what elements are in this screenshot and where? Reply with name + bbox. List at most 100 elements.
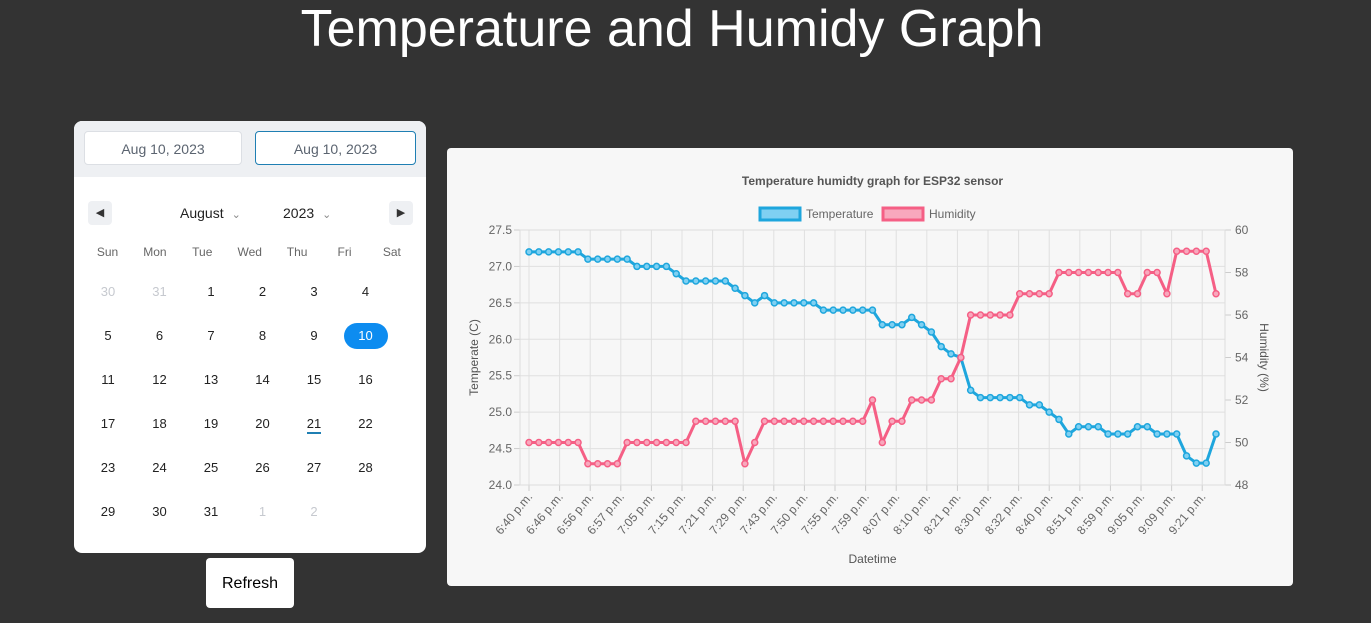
plot-area <box>519 229 1226 486</box>
calendar-day[interactable]: 1 <box>189 279 233 305</box>
y-tick-label-right: 58 <box>1235 266 1249 280</box>
end-date-input[interactable]: Aug 10, 2023 <box>255 131 416 165</box>
data-point-temperature <box>1182 452 1191 460</box>
data-point-humidity <box>721 417 730 425</box>
data-point-humidity <box>770 417 779 425</box>
calendar-day[interactable]: 13 <box>189 367 233 393</box>
y-tick-label-right: 50 <box>1235 436 1249 450</box>
data-point-humidity <box>1202 247 1210 255</box>
data-point-humidity <box>1163 290 1171 298</box>
calendar-day-label: 4 <box>361 284 370 299</box>
data-point-humidity <box>1045 290 1053 298</box>
y-tick-label-left: 24.5 <box>489 442 513 456</box>
calendar-day[interactable]: 31 <box>189 499 233 525</box>
calendar-day-selected[interactable]: 10 <box>343 323 388 349</box>
refresh-button[interactable]: Refresh <box>206 558 294 608</box>
calendar-day[interactable]: 2 <box>292 499 336 525</box>
data-point-temperature <box>1055 415 1063 424</box>
data-point-temperature <box>819 306 828 314</box>
calendar-day[interactable]: 1 <box>241 499 285 525</box>
chart-title: Temperature humidty graph for ESP32 sens… <box>742 174 1004 188</box>
data-point-humidity <box>849 417 857 425</box>
data-point-humidity <box>1153 268 1161 277</box>
calendar-day[interactable]: 22 <box>344 411 388 437</box>
data-point-temperature <box>917 320 926 329</box>
data-point-humidity <box>898 417 906 425</box>
calendar-day[interactable]: 23 <box>86 455 130 481</box>
calendar-day[interactable]: 9 <box>292 323 336 349</box>
y-tick-label-left: 26.0 <box>489 332 513 346</box>
calendar-day[interactable]: 14 <box>241 367 285 393</box>
calendar-day[interactable]: 18 <box>138 411 182 437</box>
calendar-day[interactable]: 29 <box>86 499 130 525</box>
data-point-humidity <box>1123 290 1132 298</box>
data-point-humidity <box>613 460 622 468</box>
chart-card: Temperature humidty graph for ESP32 sens… <box>447 148 1293 586</box>
calendar-day[interactable]: 12 <box>138 367 182 393</box>
data-point-temperature <box>947 350 955 358</box>
next-month-button[interactable]: ▶ <box>389 201 413 225</box>
data-point-humidity <box>525 438 533 447</box>
calendar-day[interactable]: 25 <box>189 455 233 481</box>
data-point-humidity <box>584 460 592 468</box>
data-point-temperature <box>1025 401 1034 409</box>
calendar-day-label: 9 <box>310 328 318 343</box>
data-point-humidity <box>662 438 671 447</box>
calendar-day[interactable]: 30 <box>86 279 130 305</box>
calendar-day[interactable]: 3 <box>292 279 336 305</box>
data-point-humidity <box>564 438 573 447</box>
previous-month-button[interactable]: ◀ <box>88 201 112 225</box>
calendar-day[interactable]: 19 <box>189 411 233 437</box>
calendar-day-label: 22 <box>358 416 373 431</box>
calendar-day[interactable]: 17 <box>86 411 130 437</box>
calendar-day[interactable]: 2 <box>241 279 285 305</box>
data-point-humidity <box>554 438 563 447</box>
data-point-temperature <box>643 262 651 271</box>
data-point-temperature <box>662 262 671 271</box>
calendar-day[interactable]: 11 <box>86 367 130 393</box>
data-point-temperature <box>829 306 837 314</box>
calendar-day-label: 11 <box>101 372 115 387</box>
calendar-day[interactable]: 8 <box>241 323 285 349</box>
calendar-day[interactable]: 21 <box>292 411 336 437</box>
data-point-temperature <box>731 284 739 293</box>
calendar-day[interactable]: 31 <box>138 279 182 305</box>
y-tick-label-right: 48 <box>1235 478 1249 492</box>
chevron-down-icon: ⌄ <box>231 209 241 221</box>
data-point-humidity <box>692 417 700 425</box>
weekday-label: Wed <box>237 245 262 259</box>
data-point-temperature <box>888 320 896 329</box>
data-point-humidity <box>908 396 916 404</box>
data-point-temperature <box>1074 422 1083 431</box>
data-point-humidity <box>731 417 739 425</box>
calendar-day-label: 12 <box>152 372 167 387</box>
data-point-temperature <box>966 386 975 395</box>
calendar-day[interactable]: 6 <box>138 323 182 349</box>
data-point-temperature <box>711 277 720 285</box>
data-point-temperature <box>996 393 1004 402</box>
calendar-day[interactable]: 7 <box>189 323 233 349</box>
calendar-day[interactable]: 4 <box>344 279 388 305</box>
caret-left-icon: ◀ <box>95 207 105 219</box>
data-point-temperature <box>1114 430 1122 438</box>
calendar-day[interactable]: 20 <box>241 411 285 437</box>
data-point-humidity <box>947 375 955 383</box>
calendar-day[interactable]: 16 <box>344 367 388 393</box>
calendar-day[interactable]: 5 <box>86 323 130 349</box>
calendar-day[interactable]: 30 <box>138 499 182 525</box>
calendar-day[interactable]: 26 <box>241 455 285 481</box>
start-date-input[interactable]: Aug 10, 2023 <box>84 131 242 165</box>
calendar-day[interactable]: 28 <box>344 455 388 481</box>
calendar-day-label: 14 <box>255 372 270 387</box>
calendar-day-label: 25 <box>203 460 219 475</box>
calendar-day[interactable]: 24 <box>138 455 182 481</box>
calendar-day[interactable]: 15 <box>292 367 336 393</box>
data-point-temperature <box>849 306 857 314</box>
legend-humidity-swatch <box>881 206 925 222</box>
data-point-temperature <box>1212 430 1220 438</box>
year-select[interactable]: 2023 ⌄ <box>283 201 331 225</box>
month-select[interactable]: August ⌄ <box>180 201 241 225</box>
data-point-humidity <box>1006 311 1014 319</box>
calendar-day[interactable]: 27 <box>292 455 336 481</box>
data-point-temperature <box>1045 408 1053 416</box>
